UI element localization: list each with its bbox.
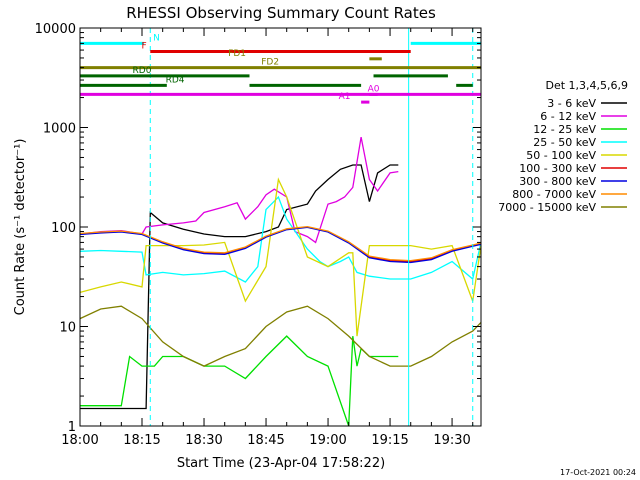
- y-tick-label: 1000: [43, 122, 76, 137]
- flag-label-fd2: FD2: [261, 58, 279, 68]
- series-line-50-100-kev: [80, 177, 481, 337]
- legend-entry-label: 25 - 50 keV: [533, 136, 596, 149]
- legend-entry-label: 3 - 6 keV: [547, 97, 596, 110]
- y-axis-label: Count Rate (s⁻¹ detector⁻¹): [13, 139, 28, 316]
- legend-entry-label: 100 - 300 keV: [519, 162, 596, 175]
- y-tick-label: 10: [59, 321, 76, 336]
- y-tick-label: 10000: [35, 22, 76, 37]
- x-axis-label: Start Time (23-Apr-04 17:58:22): [177, 456, 385, 471]
- legend-entry-label: 7000 - 15000 keV: [498, 201, 596, 214]
- flag-label-a0: A0: [368, 84, 380, 94]
- axis-layer: 18:00 18:15 18:30 18:45 19:00 19:15 19:30 1 10 10…: [35, 22, 482, 448]
- x-tick-label: 19:15: [371, 433, 408, 448]
- x-tick-label: 19:30: [433, 433, 470, 448]
- series-line-6-12-kev: [80, 136, 399, 244]
- series-line-12-25-kev: [80, 335, 399, 426]
- flag-label-f: F: [141, 42, 146, 52]
- x-tick-label: 18:30: [185, 433, 222, 448]
- legend-entry-label: 300 - 800 keV: [519, 175, 596, 188]
- series-line-800-7000-kev: [80, 225, 481, 262]
- legend-entry-label: 6 - 12 keV: [540, 110, 596, 123]
- flag-label-rd4: RD4: [166, 75, 185, 85]
- y-tick-label: 100: [51, 221, 76, 236]
- series-line-25-50-kev: [80, 195, 481, 283]
- legend-entry-label: 12 - 25 keV: [533, 123, 596, 136]
- legend-entry-label: 800 - 7000 keV: [512, 188, 596, 201]
- legend-entry-label: 50 - 100 keV: [526, 149, 596, 162]
- flag-label-n: N: [153, 33, 160, 43]
- plot-content: NF FD1 FD2 RD0 RD4 A0 A1: [80, 28, 481, 426]
- x-tick-label: 19:00: [309, 433, 346, 448]
- series-line-300-800-kev: [80, 226, 481, 264]
- plot-clipped: [80, 28, 481, 426]
- footer-date: 17-Oct-2021 00:24: [560, 468, 636, 477]
- flag-label-rd0: RD0: [133, 66, 152, 76]
- chart-title: RHESSI Observing Summary Count Rates: [126, 4, 436, 22]
- x-tick-label: 18:00: [61, 433, 98, 448]
- plot-frame: [79, 27, 482, 427]
- x-tick-label: 18:45: [247, 433, 284, 448]
- flag-label-a1: A1: [339, 92, 351, 102]
- legend-title: Det 1,3,4,5,6,9: [545, 79, 628, 92]
- x-tick-label: 18:15: [123, 433, 160, 448]
- series-line-7000-15000-kev: [80, 305, 481, 367]
- flag-label-fd1: FD1: [228, 49, 246, 59]
- series-line-3-6-kev: [80, 164, 399, 410]
- y-tick-label: 1: [68, 420, 76, 435]
